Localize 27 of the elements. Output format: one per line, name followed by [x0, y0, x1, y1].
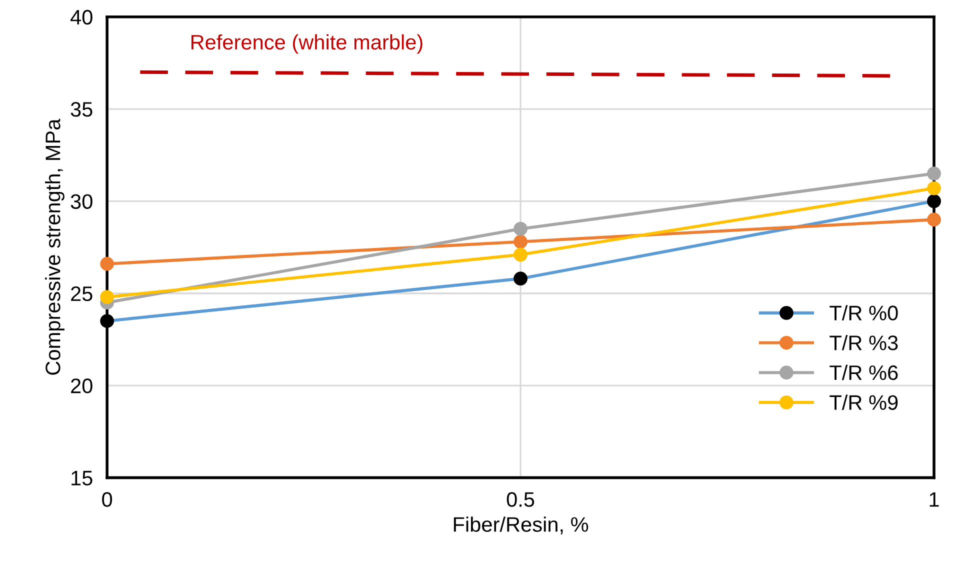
point	[927, 212, 941, 227]
point	[514, 272, 528, 286]
y-tick-label: 15	[72, 470, 92, 486]
x-tick-label: 0.5	[506, 492, 534, 507]
x-tick-label: 1	[930, 492, 939, 507]
legend-label: T/R %0	[830, 305, 898, 320]
point	[514, 234, 528, 249]
point	[100, 290, 114, 304]
legend-label: T/R %3	[830, 334, 898, 350]
legend-label: T/R %9	[830, 394, 898, 410]
x-axis-title: Fiber/Resin, %	[454, 516, 588, 534]
point	[514, 222, 528, 236]
y-tick-label: 35	[70, 102, 92, 117]
point	[927, 194, 941, 208]
y-axis-title: Compressive strength, MPa	[45, 118, 64, 375]
y-tick-label: 20	[71, 378, 92, 394]
point	[514, 248, 528, 262]
point	[100, 256, 114, 271]
point	[100, 314, 114, 328]
y-tick-label: 30	[70, 194, 92, 209]
point	[927, 181, 941, 196]
legend-label: T/R %6	[830, 364, 898, 380]
y-tick-label: 40	[70, 10, 92, 25]
series-label: Reference (white marble)	[191, 34, 422, 54]
y-tick-label: 25	[71, 286, 92, 302]
point	[927, 166, 941, 180]
x-tick-label: 0	[102, 492, 112, 507]
